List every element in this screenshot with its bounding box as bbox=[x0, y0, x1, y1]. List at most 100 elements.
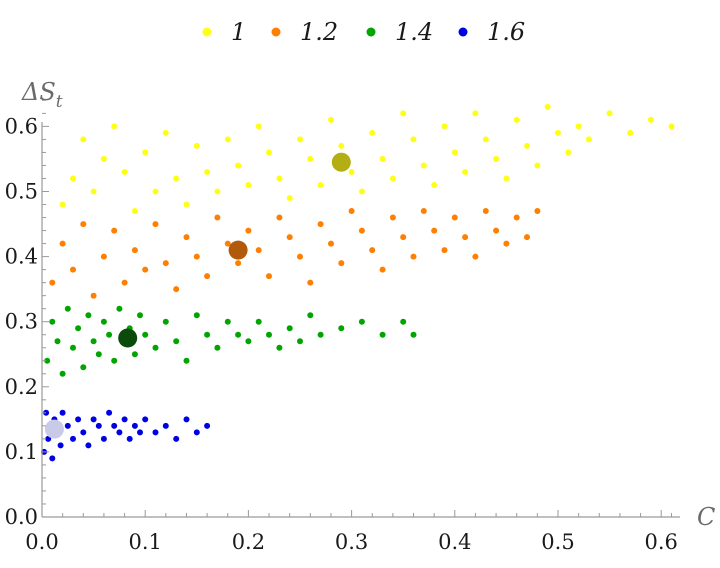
data-point bbox=[379, 266, 386, 273]
data-point bbox=[255, 247, 262, 254]
data-point bbox=[307, 279, 314, 286]
data-point bbox=[162, 318, 169, 325]
data-point bbox=[348, 208, 355, 214]
y-axis-title-main: ΔS bbox=[21, 78, 56, 106]
data-point bbox=[57, 442, 64, 449]
y-axis-title: ΔSt bbox=[21, 78, 63, 112]
legend-marker bbox=[271, 27, 281, 37]
data-point bbox=[555, 129, 561, 136]
data-point bbox=[85, 312, 92, 319]
means-layer bbox=[44, 152, 351, 439]
data-point bbox=[297, 338, 303, 345]
x-axis-title: C bbox=[697, 503, 715, 531]
y-tick-label: 0.4 bbox=[5, 245, 38, 269]
data-point bbox=[59, 409, 66, 416]
data-point bbox=[328, 240, 334, 247]
data-point bbox=[286, 234, 293, 241]
data-point bbox=[152, 188, 159, 195]
y-axis-title-sub: t bbox=[56, 92, 63, 112]
data-point bbox=[111, 357, 118, 364]
data-point bbox=[482, 136, 489, 143]
legend-marker bbox=[202, 27, 212, 37]
data-point bbox=[348, 169, 355, 175]
data-point bbox=[389, 175, 396, 182]
data-point bbox=[142, 149, 149, 156]
data-point bbox=[162, 260, 169, 267]
data-point bbox=[358, 188, 365, 195]
y-tick-label: 0.2 bbox=[5, 375, 38, 399]
data-point bbox=[173, 435, 180, 442]
data-point bbox=[90, 292, 97, 299]
y-tick-label: 0.3 bbox=[5, 310, 38, 334]
data-point bbox=[193, 142, 200, 149]
series-1-mean-marker bbox=[228, 240, 248, 260]
data-point bbox=[266, 273, 272, 280]
y-ticks: 0.0 0.1 0.2 0.3 0.4 0.5 0.6 bbox=[5, 99, 49, 529]
data-point bbox=[95, 422, 102, 429]
legend: 1 1.2 1.4 1.6 bbox=[202, 18, 525, 46]
data-point bbox=[116, 429, 123, 436]
data-point bbox=[162, 129, 169, 136]
data-point bbox=[338, 142, 345, 149]
data-point bbox=[183, 201, 190, 208]
data-point bbox=[297, 253, 303, 260]
data-point bbox=[297, 136, 303, 143]
x-tick-label: 0.5 bbox=[541, 530, 574, 554]
data-point bbox=[214, 188, 221, 195]
legend-marker bbox=[366, 27, 376, 37]
data-point bbox=[59, 201, 66, 208]
data-point bbox=[441, 247, 448, 254]
data-point bbox=[183, 357, 190, 364]
data-point bbox=[462, 234, 469, 241]
series-2-points bbox=[44, 305, 417, 377]
data-point bbox=[162, 422, 169, 429]
data-point bbox=[214, 214, 221, 221]
data-point bbox=[245, 182, 252, 188]
x-ticks: 0.0 0.1 0.2 0.3 0.4 0.5 0.6 bbox=[25, 510, 678, 554]
data-point bbox=[183, 416, 190, 423]
data-point bbox=[338, 260, 345, 267]
y-tick-label: 0.6 bbox=[5, 114, 38, 138]
data-point bbox=[142, 331, 149, 338]
data-point bbox=[245, 338, 252, 345]
data-point bbox=[152, 344, 159, 351]
data-point bbox=[338, 325, 345, 332]
data-point bbox=[307, 312, 314, 319]
data-point bbox=[204, 331, 211, 338]
data-point bbox=[64, 305, 71, 312]
data-point bbox=[245, 227, 252, 234]
data-point bbox=[80, 136, 87, 143]
data-point bbox=[524, 234, 530, 241]
data-point bbox=[131, 351, 138, 358]
data-point bbox=[328, 116, 334, 123]
data-point bbox=[266, 331, 272, 338]
data-point bbox=[173, 175, 180, 182]
data-point bbox=[70, 435, 76, 442]
data-point bbox=[45, 435, 52, 442]
data-point bbox=[137, 429, 143, 436]
data-point bbox=[400, 234, 407, 241]
legend-item: 1.6 bbox=[458, 18, 525, 46]
data-point bbox=[131, 208, 138, 214]
data-point bbox=[369, 129, 376, 136]
data-point bbox=[513, 116, 520, 123]
data-point bbox=[204, 169, 211, 175]
data-point bbox=[193, 429, 200, 436]
data-point bbox=[224, 318, 231, 325]
data-point bbox=[224, 240, 231, 247]
data-point bbox=[358, 227, 365, 234]
data-point bbox=[369, 247, 376, 254]
data-point bbox=[49, 318, 56, 325]
data-point bbox=[286, 325, 293, 332]
data-point bbox=[173, 338, 180, 345]
data-point bbox=[451, 149, 458, 156]
series-3-mean-marker bbox=[44, 419, 64, 439]
data-point bbox=[59, 240, 66, 247]
data-point bbox=[493, 227, 500, 234]
y-tick-label: 0.5 bbox=[5, 180, 38, 204]
data-point bbox=[431, 227, 438, 234]
legend-item: 1.2 bbox=[271, 18, 338, 46]
y-tick-label: 0.1 bbox=[5, 440, 38, 464]
data-point bbox=[668, 123, 675, 130]
